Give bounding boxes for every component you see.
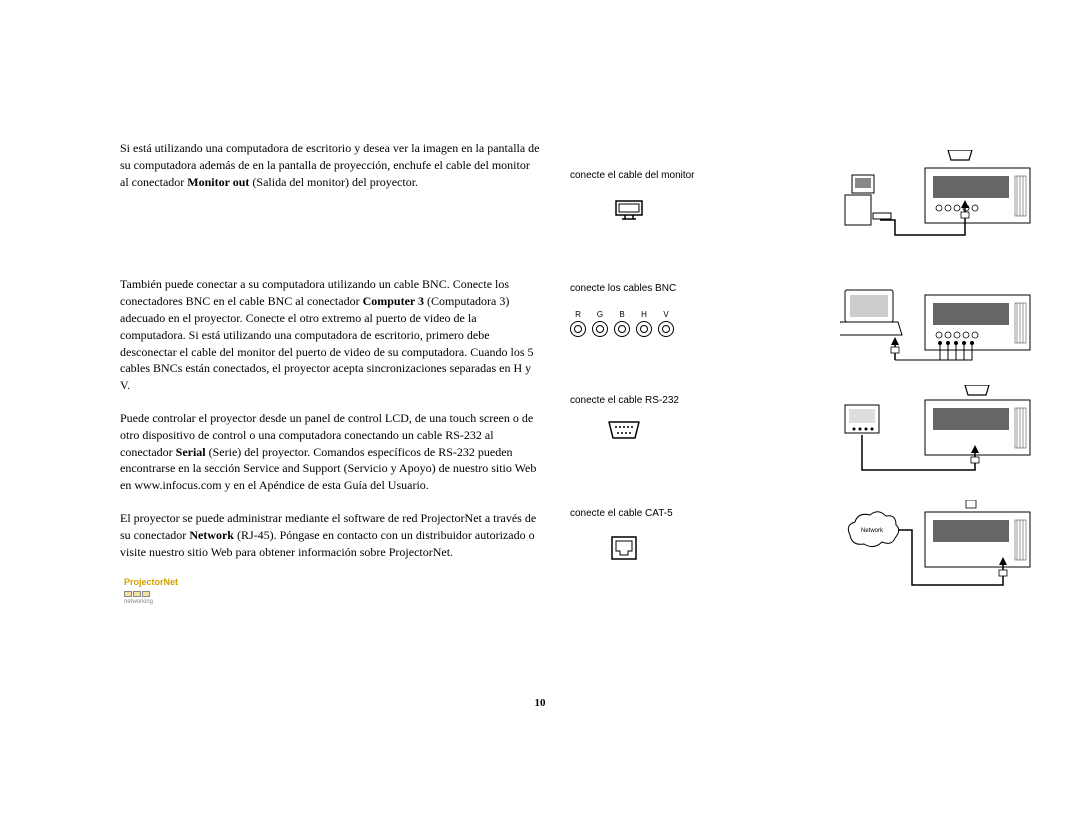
- rs232-port-icon: [605, 420, 643, 445]
- paragraph-rs232: Puede controlar el proyector desde un pa…: [120, 410, 540, 494]
- caption-cat5: conecte el cable CAT-5: [570, 508, 673, 519]
- paragraph-monitor-out: Si está utilizando una computadora de es…: [120, 140, 540, 190]
- rj45-port-icon: [610, 535, 638, 566]
- logo-title: ProjectorNet: [124, 576, 540, 589]
- projectornet-logo: ProjectorNet networking: [124, 576, 540, 606]
- text: (Salida del monitor) del proyector.: [249, 175, 418, 189]
- caption-monitor: conecte el cable del monitor: [570, 170, 695, 181]
- logo-boxes-icon: [124, 591, 540, 597]
- bnc-label: R: [575, 310, 581, 319]
- diagram-rs232-connection: [840, 385, 1040, 490]
- bnc-label: V: [663, 310, 668, 319]
- diagram-column: conecte el cable del monitor conecte los…: [570, 140, 1020, 606]
- logo-subtitle: networking: [124, 598, 540, 606]
- bold-term: Monitor out: [187, 175, 249, 189]
- main-text-column: Si está utilizando una computadora de es…: [120, 140, 540, 606]
- diagram-bnc-connection: [840, 285, 1040, 380]
- caption-bnc: conecte los cables BNC: [570, 283, 676, 294]
- diagram-monitor-connection: [840, 150, 1040, 245]
- paragraph-bnc: También puede conectar a su computadora …: [120, 276, 540, 394]
- network-cloud-label: Network: [861, 528, 884, 534]
- bnc-port-icon: [570, 321, 586, 337]
- paragraph-network: El proyector se puede administrar median…: [120, 510, 540, 560]
- bold-term: Serial: [176, 445, 206, 459]
- bnc-label: G: [597, 310, 603, 319]
- bnc-label: H: [641, 310, 647, 319]
- page-number: 10: [535, 697, 546, 709]
- monitor-icon: [615, 200, 643, 220]
- bold-term: Network: [189, 528, 234, 542]
- caption-rs232: conecte el cable RS-232: [570, 395, 679, 406]
- bnc-port-icon: [658, 321, 674, 337]
- bold-term: Computer 3: [363, 294, 424, 308]
- text: (Computadora 3) adecuado en el proyector…: [120, 294, 534, 392]
- bnc-port-icon: [592, 321, 608, 337]
- bnc-port-icon: [614, 321, 630, 337]
- bnc-connectors: R G B H V: [570, 310, 674, 337]
- diagram-network-connection: Network: [840, 500, 1040, 605]
- bnc-label: B: [619, 310, 624, 319]
- bnc-port-icon: [636, 321, 652, 337]
